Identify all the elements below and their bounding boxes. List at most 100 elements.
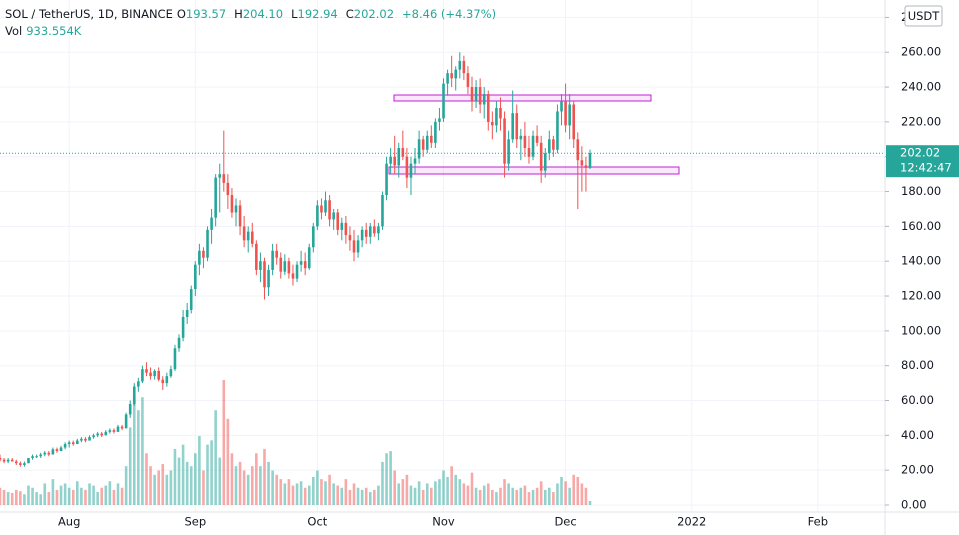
label: O bbox=[176, 7, 186, 21]
candle-body bbox=[340, 222, 344, 230]
candle-body bbox=[35, 456, 38, 458]
symbol: SOL / TetherUS, 1D, BINANCE bbox=[5, 7, 173, 21]
volume-bar bbox=[165, 474, 169, 505]
volume-bar bbox=[320, 479, 323, 505]
volume-bar bbox=[539, 481, 543, 505]
volume-bar bbox=[92, 485, 95, 505]
candle-body bbox=[535, 135, 539, 143]
candle-body bbox=[316, 205, 319, 227]
candle-body bbox=[486, 94, 490, 122]
candle-body bbox=[548, 139, 551, 154]
volume-bar bbox=[348, 489, 352, 505]
candle-body bbox=[507, 139, 510, 164]
volume-bar bbox=[405, 474, 409, 505]
volume-bar bbox=[226, 418, 230, 505]
volume-bar bbox=[59, 485, 63, 505]
volume-bar bbox=[120, 487, 124, 505]
candle-body bbox=[470, 87, 474, 101]
candle-body bbox=[438, 118, 441, 122]
candle-body bbox=[141, 369, 144, 382]
x-tick-label: Oct bbox=[307, 515, 327, 529]
volume-bar bbox=[409, 485, 413, 505]
volume-bar bbox=[283, 483, 287, 505]
volume-layer bbox=[0, 380, 592, 505]
volume-bar bbox=[116, 483, 120, 505]
candle-body bbox=[177, 337, 181, 349]
candle-body bbox=[401, 148, 405, 157]
candle-body bbox=[580, 160, 584, 166]
candle-body bbox=[446, 73, 449, 84]
candle-body bbox=[255, 243, 258, 270]
candle-body bbox=[515, 113, 519, 140]
volume-bar bbox=[0, 487, 2, 505]
candle-body bbox=[543, 153, 547, 171]
candle-body bbox=[405, 156, 409, 178]
candle-body bbox=[287, 261, 291, 274]
volume-bar bbox=[112, 489, 116, 505]
candle-body bbox=[108, 430, 112, 432]
volume-bar bbox=[137, 410, 140, 505]
volume-bar bbox=[27, 485, 30, 505]
candle-body bbox=[189, 289, 193, 310]
candle-body bbox=[80, 438, 83, 441]
volume-bar bbox=[230, 453, 234, 505]
candle-body bbox=[385, 163, 388, 196]
candle-body bbox=[450, 73, 453, 79]
candle-body bbox=[202, 250, 205, 258]
volume-bar bbox=[454, 474, 458, 505]
candle-body bbox=[55, 449, 59, 452]
y-tick-label: 240.00 bbox=[901, 80, 941, 94]
candle-body bbox=[409, 163, 413, 178]
volume-bar bbox=[527, 492, 531, 505]
volume-bar bbox=[336, 485, 340, 505]
volume-bar bbox=[580, 483, 584, 505]
candle-body bbox=[246, 231, 250, 241]
volume-bar bbox=[507, 483, 510, 505]
volume-bar bbox=[360, 489, 364, 505]
candle-body bbox=[124, 414, 128, 429]
volume-bar bbox=[442, 470, 445, 505]
candle-body bbox=[299, 261, 303, 265]
candle-body bbox=[157, 370, 160, 380]
change: +8.46 (+4.37%) bbox=[402, 7, 497, 21]
volume-bar bbox=[385, 453, 388, 505]
y-tick-label: 40.00 bbox=[901, 428, 934, 442]
candle-body bbox=[425, 135, 429, 150]
volume-bar bbox=[51, 479, 55, 505]
countdown: 12:42:47 bbox=[900, 161, 952, 175]
volume-bar bbox=[495, 492, 498, 505]
volume-bar bbox=[104, 485, 108, 505]
currency-box[interactable] bbox=[904, 5, 943, 27]
volume-bar bbox=[425, 483, 429, 505]
volume-bar bbox=[202, 470, 205, 505]
candle-body bbox=[218, 174, 222, 178]
candle-body bbox=[137, 381, 140, 387]
volume-bar bbox=[39, 494, 42, 505]
candle-body bbox=[295, 264, 299, 279]
candle-body bbox=[360, 229, 364, 241]
label: H bbox=[234, 7, 243, 21]
candle-body bbox=[531, 135, 535, 157]
candle-body bbox=[230, 195, 234, 213]
candle-body bbox=[259, 261, 262, 270]
candle-body bbox=[10, 459, 14, 462]
candle-body bbox=[14, 461, 18, 464]
volume-bar bbox=[515, 489, 519, 505]
candle-body bbox=[88, 437, 91, 441]
volume-bar bbox=[255, 453, 258, 505]
candle-body bbox=[462, 60, 466, 74]
candle-body bbox=[63, 444, 67, 448]
x-tick-label: 2022 bbox=[677, 515, 706, 529]
volume-bar bbox=[108, 481, 112, 505]
volume-bar bbox=[535, 487, 539, 505]
volume-bar bbox=[491, 489, 494, 505]
candle-body bbox=[214, 177, 217, 218]
volume-bar bbox=[100, 487, 104, 505]
candle-body bbox=[356, 240, 360, 253]
candle-body bbox=[153, 370, 156, 377]
value: 202.02 bbox=[353, 7, 395, 21]
candle-body bbox=[348, 235, 352, 241]
volume-bar bbox=[173, 448, 177, 505]
y-tick-label: 0.00 bbox=[901, 498, 927, 512]
candle-body bbox=[389, 156, 392, 164]
